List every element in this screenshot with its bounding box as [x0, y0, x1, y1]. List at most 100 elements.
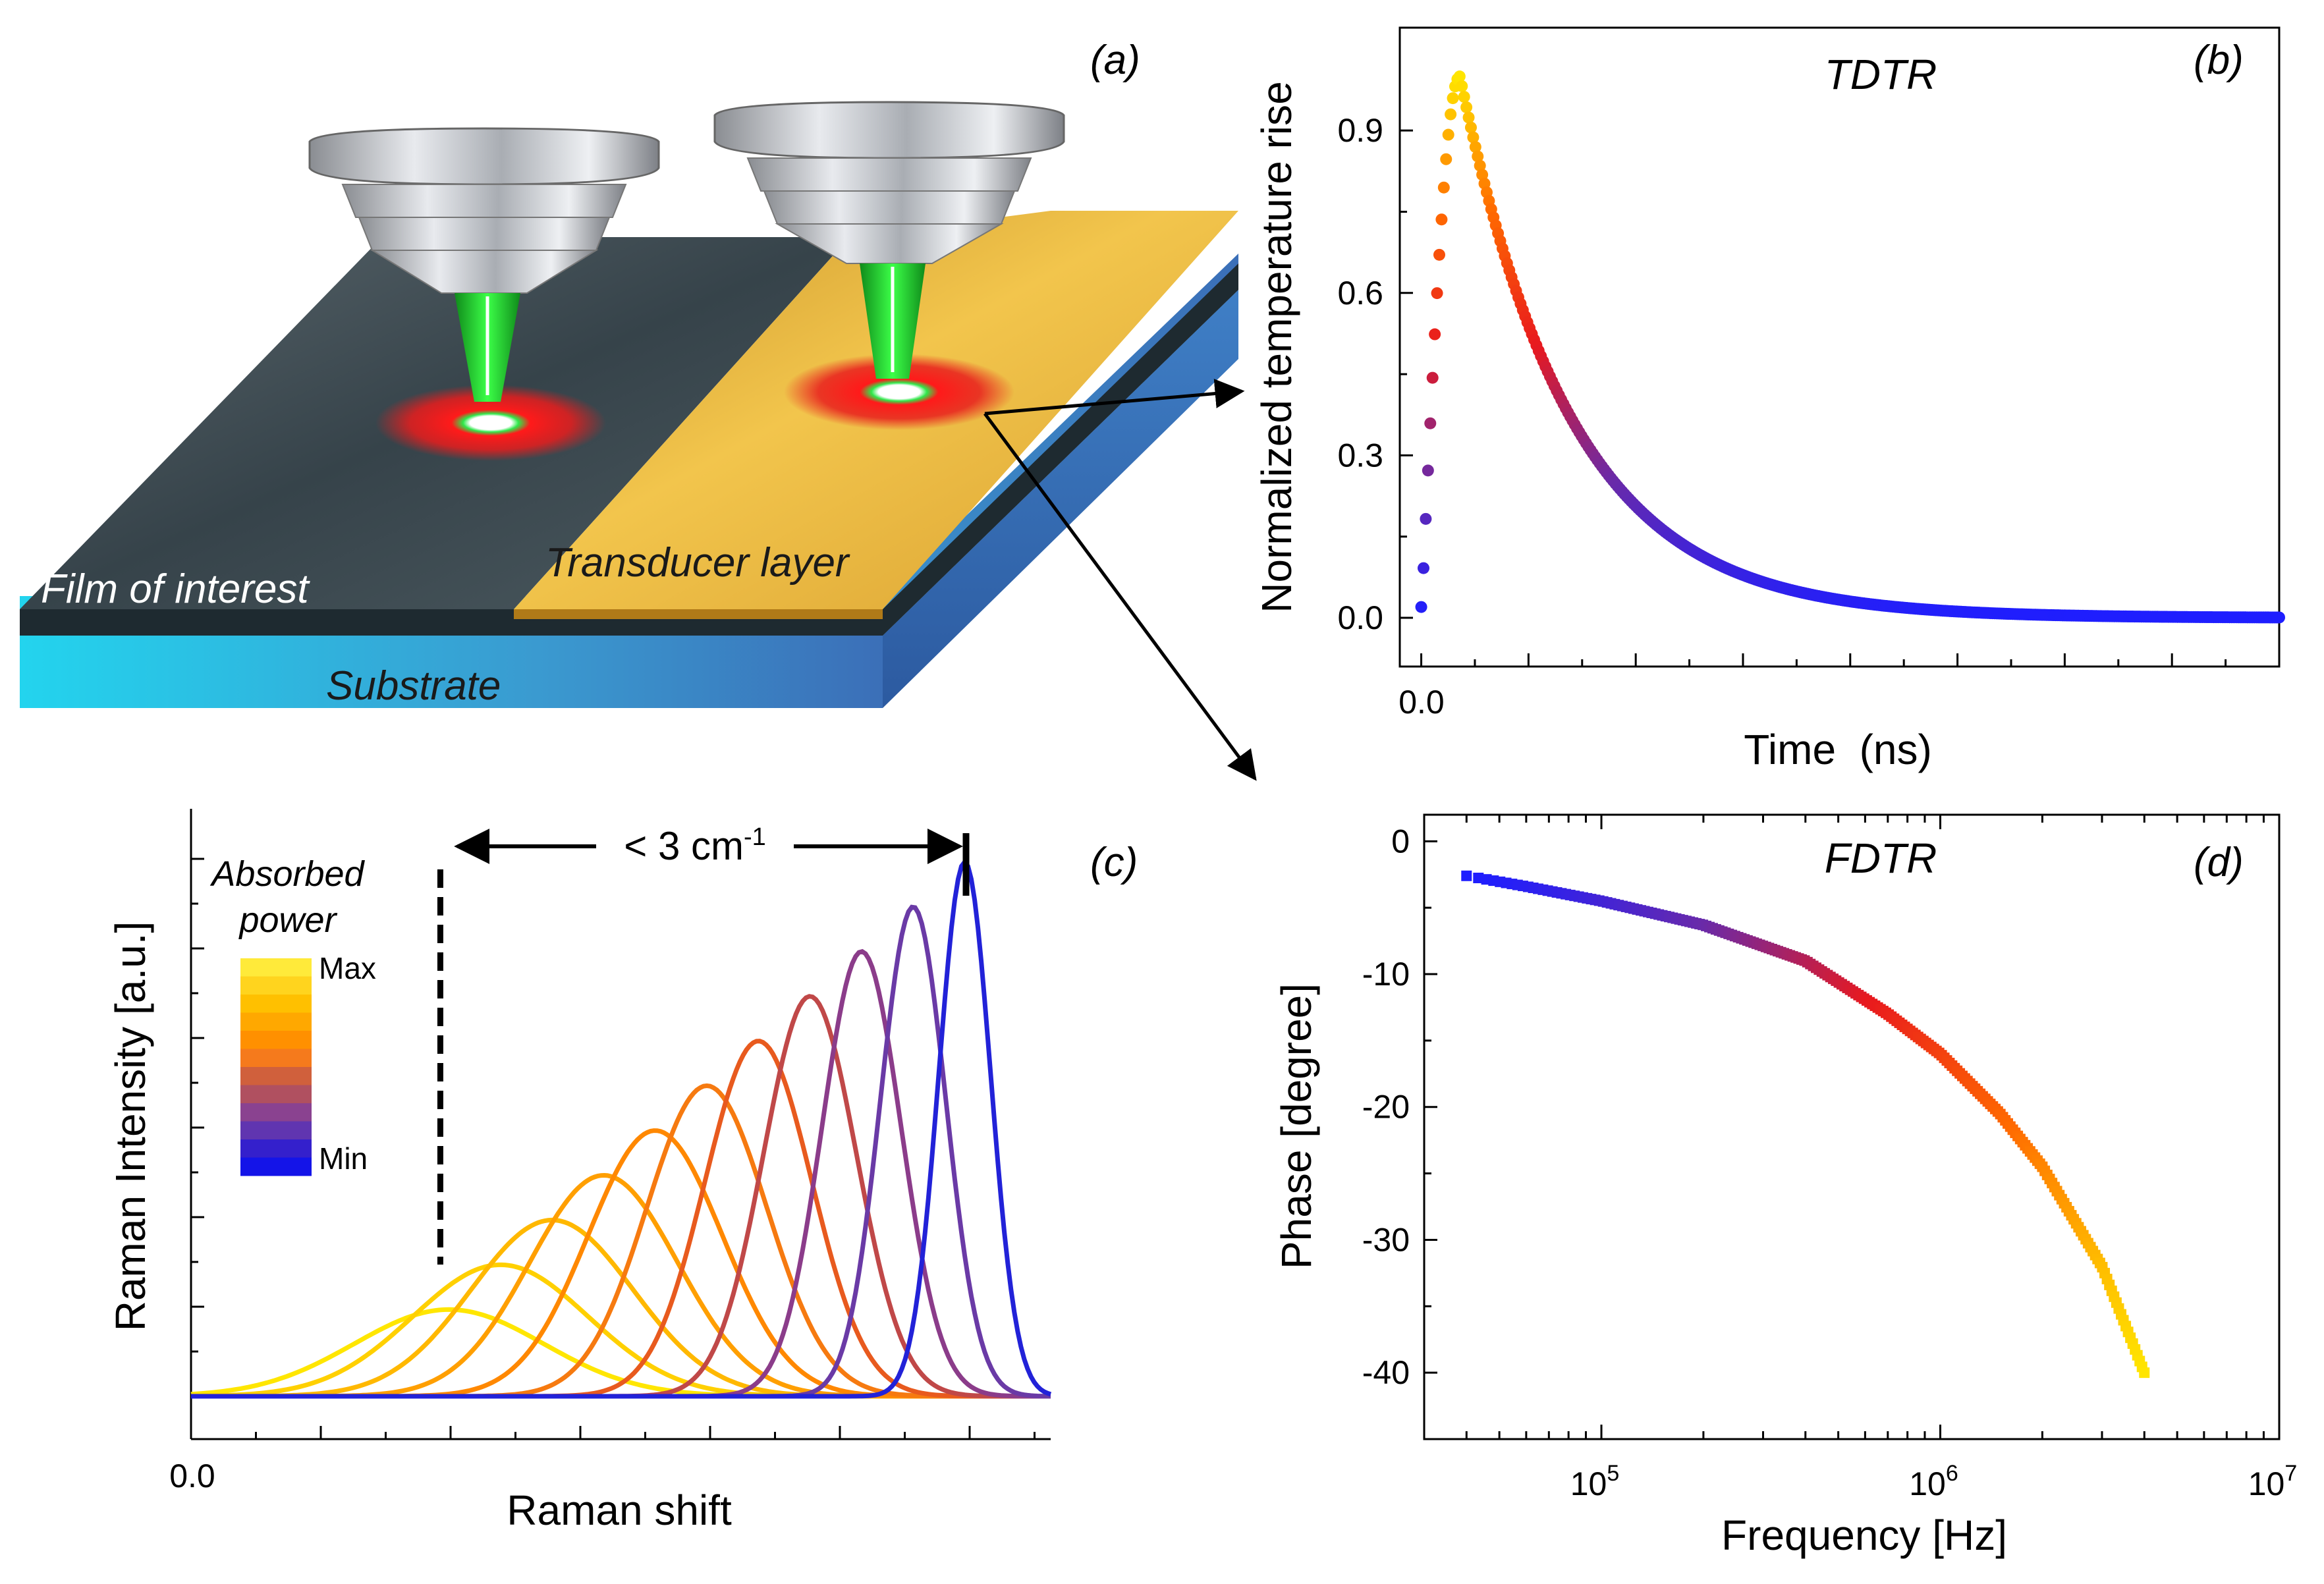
x-axis-label: Time (ns)	[1744, 726, 1932, 773]
tdtr-point	[1458, 90, 1470, 103]
objective-lens-right	[713, 101, 1065, 379]
y-tick-label: 0	[1391, 823, 1410, 860]
legend-max-label: Max	[319, 951, 376, 985]
tdtr-point	[1431, 287, 1443, 300]
legend-swatch	[240, 1031, 312, 1049]
tdtr-point	[1426, 371, 1439, 384]
data-series-c	[190, 858, 1052, 1399]
y-tick-label: 0.0	[1337, 599, 1383, 636]
y-tick-label: -10	[1362, 956, 1410, 993]
legend-swatch	[240, 958, 312, 977]
tdtr-point	[1415, 601, 1427, 613]
legend-swatch	[240, 1139, 312, 1158]
panel-a-schematic: Film of interest Transducer layer Substr…	[20, 38, 1257, 781]
arrow-to-fdtr	[983, 412, 1257, 781]
tdtr-point	[1420, 512, 1432, 525]
panel-a-label: (a)	[1090, 38, 1140, 83]
hotspot-film	[375, 385, 606, 461]
tdtr-point	[1435, 213, 1448, 226]
tdtr-point	[1440, 153, 1452, 165]
chart-title: FDTR	[1825, 834, 1937, 882]
legend-swatch	[240, 995, 312, 1013]
chart-title: TDTR	[1825, 51, 1937, 98]
tdtr-point	[1453, 70, 1466, 83]
legend-swatch	[240, 1103, 312, 1122]
tdtr-point	[1447, 92, 1459, 105]
plot-frame-d	[1423, 813, 2281, 1440]
y-tick-label: -30	[1362, 1221, 1410, 1258]
legend-swatch	[240, 1121, 312, 1140]
tdtr-point	[1464, 121, 1477, 134]
legend-title: Absorbed	[209, 854, 365, 894]
x-tick-label: 0.0	[169, 1458, 215, 1494]
fdtr-point	[2139, 1367, 2150, 1379]
substrate-front	[20, 636, 883, 708]
legend-swatch	[240, 1157, 312, 1176]
tdtr-point	[1472, 150, 1484, 163]
y-tick-label: 0.9	[1337, 112, 1383, 149]
tdtr-point	[1437, 181, 1450, 194]
raman-curve	[191, 994, 1051, 1399]
tdtr-point	[1442, 128, 1454, 141]
tdtr-point	[1422, 464, 1434, 477]
panel-b-label: (b)	[2194, 38, 2244, 83]
panel-c-label: (c)	[1090, 840, 1138, 885]
film-label: Film of interest	[41, 566, 310, 612]
tdtr-point	[1417, 562, 1429, 574]
tdtr-point	[1429, 328, 1441, 341]
legend-title: power	[238, 900, 337, 940]
x-tick-label: 0.0	[1398, 684, 1445, 721]
tdtr-point	[1476, 169, 1489, 181]
tdtr-point	[1462, 111, 1475, 124]
y-axis-label: Normalized temperature rise	[1253, 81, 1300, 613]
data-series-b	[1415, 70, 2285, 624]
tdtr-point	[1456, 80, 1468, 92]
legend-swatch	[240, 1012, 312, 1031]
raman-curve	[191, 858, 1052, 1399]
tdtr-point	[1469, 141, 1481, 153]
legend-swatch	[240, 976, 312, 995]
tdtr-point	[1445, 108, 1457, 121]
raman-curve	[191, 1083, 1051, 1399]
x-tick-label: 106	[1909, 1461, 1958, 1502]
fdtr-point	[1461, 870, 1472, 881]
axis-ticks-b	[1400, 129, 2281, 667]
tdtr-point	[1460, 101, 1473, 113]
fdtr-point	[1473, 872, 1484, 883]
y-tick-label: -20	[1362, 1089, 1410, 1126]
panel-d-chart: 0 -10 -20 -30 -40 105 106 107 Frequency [Hz] P…	[1273, 813, 2298, 1559]
hotspot-transducer	[784, 354, 1014, 430]
panel-c-chart: < 3 cm-1 Absorbed power Max Min 0.0 Rama…	[107, 809, 1138, 1534]
tdtr-point	[1433, 248, 1445, 261]
x-tick-label: 105	[1570, 1461, 1620, 1502]
legend-min-label: Min	[319, 1141, 368, 1176]
legend-swatch	[240, 1067, 312, 1085]
y-axis-label: Phase [degree]	[1273, 983, 1320, 1269]
x-axis-label: Frequency [Hz]	[1721, 1512, 2007, 1559]
transducer-label: Transducer layer	[545, 540, 850, 586]
objective-lens-left	[308, 127, 660, 402]
data-series-d	[1461, 870, 2150, 1379]
panel-b-chart: 0.0 0.3 0.6 0.9 0.0 Time (ns) Normalized…	[1253, 26, 2285, 773]
transducer-edge	[514, 609, 883, 619]
shift-annotation: < 3 cm-1	[624, 823, 766, 868]
tdtr-point	[1467, 131, 1480, 144]
y-tick-label: 0.6	[1337, 275, 1383, 312]
axis-ticks-d	[1423, 815, 2281, 1440]
y-tick-labels-d: 0 -10 -20 -30 -40	[1362, 823, 1410, 1391]
y-axis-label: Raman Intensity [a.u.]	[107, 921, 154, 1332]
y-tick-label: -40	[1362, 1354, 1410, 1391]
annotation-background	[596, 820, 794, 869]
substrate-label: Substrate	[326, 663, 501, 709]
plot-frame-b	[1398, 26, 2281, 668]
substrate-side	[883, 290, 1238, 708]
arrow-to-tdtr	[984, 379, 1245, 416]
y-tick-label: 0.3	[1337, 437, 1383, 474]
panel-d-label: (d)	[2194, 840, 2244, 885]
legend-swatch	[240, 1049, 312, 1068]
x-tick-label: 107	[2248, 1461, 2298, 1502]
tdtr-point	[1474, 159, 1486, 172]
x-axis-label: Raman shift	[507, 1487, 732, 1534]
legend-colorbar	[240, 958, 312, 1176]
